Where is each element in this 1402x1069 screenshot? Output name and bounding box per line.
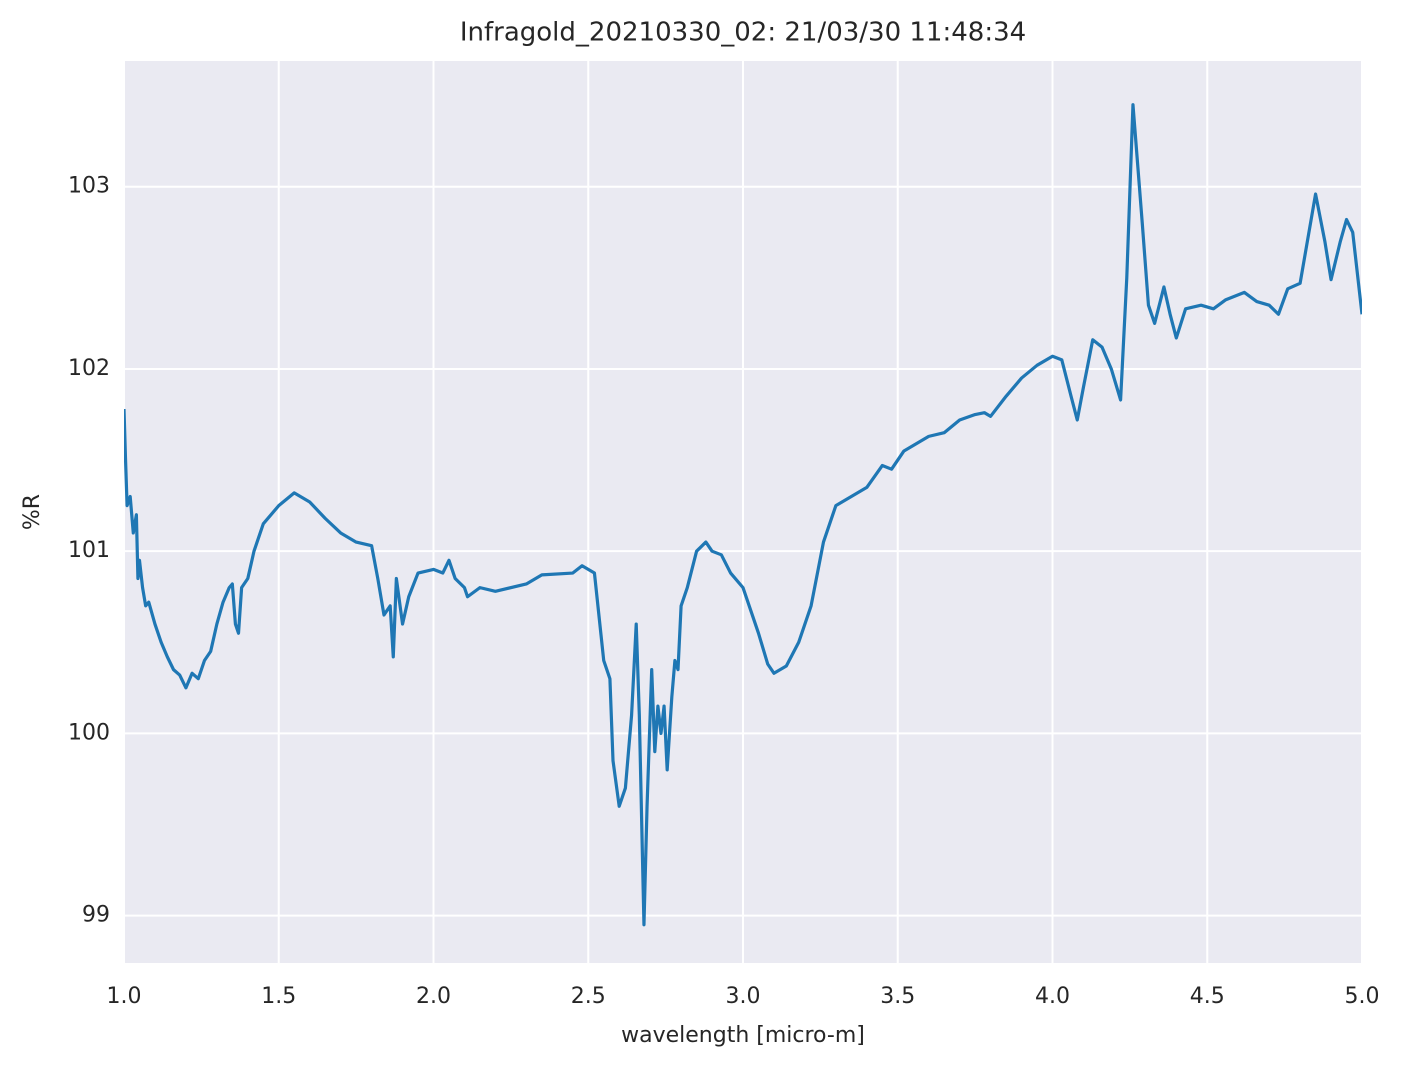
grid bbox=[123, 61, 1363, 963]
chart-title: Infragold_20210330_02: 21/03/30 11:48:34 bbox=[460, 18, 1026, 48]
x-tick-label: 3.0 bbox=[726, 984, 761, 1009]
x-tick-label: 1.0 bbox=[107, 984, 142, 1009]
y-tick-label: 99 bbox=[82, 903, 110, 928]
x-tick-label: 2.0 bbox=[416, 984, 451, 1009]
x-tick-label: 3.5 bbox=[880, 984, 915, 1009]
y-tick-label: 103 bbox=[68, 174, 110, 199]
y-tick-label: 102 bbox=[68, 356, 110, 381]
x-axis-label: wavelength [micro-m] bbox=[621, 1023, 865, 1048]
x-tick-label: 5.0 bbox=[1345, 984, 1380, 1009]
x-tick-label: 2.5 bbox=[571, 984, 606, 1009]
y-tick-label: 101 bbox=[68, 538, 110, 563]
x-tick-label: 4.0 bbox=[1035, 984, 1070, 1009]
data-line bbox=[124, 103, 1362, 927]
y-axis-label: %R bbox=[20, 494, 45, 530]
y-tick-label: 100 bbox=[68, 720, 110, 745]
x-tick-label: 1.5 bbox=[261, 984, 296, 1009]
x-tick-label: 4.5 bbox=[1190, 984, 1225, 1009]
